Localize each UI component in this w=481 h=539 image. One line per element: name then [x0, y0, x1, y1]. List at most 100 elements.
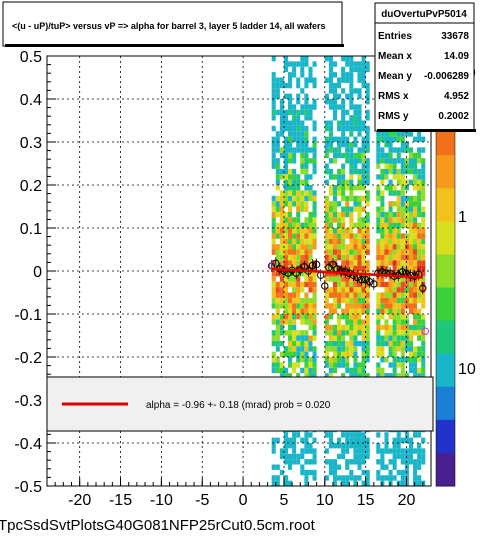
heatmap-cell: [288, 136, 293, 142]
heatmap-cell: [365, 346, 370, 352]
heatmap-cell: [283, 61, 289, 67]
heatmap-cell: [353, 125, 358, 132]
heatmap-cell: [357, 308, 362, 314]
heatmap-cell: [292, 292, 297, 298]
heatmap-cell: [361, 158, 366, 164]
heatmap-cell: [353, 276, 358, 282]
heatmap-cell: [312, 330, 317, 336]
heatmap-cell: [396, 136, 401, 142]
heatmap-cell: [413, 195, 418, 202]
heatmap-cell: [404, 201, 409, 207]
heatmap-cell: [300, 179, 305, 185]
heatmap-cell: [304, 228, 309, 234]
heatmap-cell: [353, 222, 358, 228]
heatmap-cell: [353, 480, 358, 486]
heatmap-cell: [296, 179, 301, 185]
heatmap-cell: [292, 308, 297, 314]
y-tick-label: -0.4: [14, 436, 42, 453]
heatmap-cell: [353, 330, 358, 336]
heatmap-cell: [283, 437, 289, 443]
profile-point: [312, 260, 321, 269]
heatmap-cell: [345, 303, 350, 309]
heatmap-cell: [341, 475, 346, 481]
heatmap-cell: [384, 443, 389, 449]
heatmap-cell: [404, 437, 409, 443]
heatmap-cell: [396, 308, 401, 314]
heatmap-cell: [283, 330, 289, 336]
heatmap-cell: [417, 324, 422, 331]
heatmap-cell: [271, 475, 276, 481]
heatmap-cell: [345, 254, 350, 261]
heatmap-cell: [388, 292, 393, 298]
heatmap-cell: [292, 367, 297, 374]
heatmap-cell: [288, 217, 293, 223]
heatmap-cell: [380, 351, 385, 357]
heatmap-cell: [392, 340, 397, 347]
heatmap-cell: [332, 475, 338, 481]
heatmap-cell: [388, 211, 393, 218]
stats-value: -0.006289: [424, 71, 469, 82]
heatmap-cell: [396, 217, 401, 223]
legend-text: alpha = -0.96 +- 0.18 (mrad) prob = 0.02…: [146, 400, 331, 411]
heatmap-cell: [312, 362, 317, 368]
heatmap-cell: [349, 319, 354, 325]
palette-swatch: [436, 254, 455, 289]
heatmap-cell: [296, 281, 301, 288]
heatmap-cell: [328, 432, 333, 438]
heatmap-cell: [388, 185, 393, 191]
heatmap-cell: [408, 168, 414, 175]
heatmap-cell: [349, 340, 354, 347]
heatmap-cell: [332, 464, 338, 470]
heatmap-cell: [396, 340, 401, 347]
heatmap-cell: [380, 168, 385, 175]
heatmap-cell: [279, 190, 284, 196]
heatmap-cell: [361, 174, 366, 180]
heatmap-cell: [408, 362, 414, 368]
heatmap-cell: [357, 104, 362, 110]
heatmap-cell: [324, 319, 329, 325]
heatmap-cell: [396, 222, 401, 228]
heatmap-cell: [400, 163, 405, 169]
heatmap-cell: [388, 346, 393, 352]
heatmap-cell: [304, 195, 309, 202]
heatmap-cell: [384, 233, 389, 239]
heatmap-cell: [417, 228, 422, 234]
heatmap-cell: [413, 168, 418, 175]
heatmap-cell: [300, 453, 305, 460]
stats-value: 0.2002: [438, 111, 469, 122]
heatmap-cell: [396, 453, 401, 460]
heatmap-cell: [376, 147, 381, 153]
heatmap-cell: [353, 265, 358, 271]
heatmap-cell: [396, 346, 401, 352]
heatmap-cell: [337, 314, 342, 320]
heatmap-cell: [328, 271, 333, 277]
heatmap-cell: [357, 303, 362, 309]
heatmap-cell: [296, 61, 301, 67]
heatmap-cell: [388, 147, 393, 153]
heatmap-cell: [292, 276, 297, 282]
heatmap-cell: [328, 367, 333, 374]
heatmap-cell: [400, 469, 405, 476]
heatmap-cell: [376, 265, 381, 271]
heatmap-cell: [283, 292, 289, 298]
heatmap-cell: [421, 228, 426, 234]
heatmap-cell: [353, 351, 358, 357]
heatmap-cell: [361, 469, 366, 476]
heatmap-cell: [388, 163, 393, 169]
heatmap-cell: [288, 190, 293, 196]
heatmap-cell: [296, 297, 301, 304]
heatmap-cell: [376, 362, 381, 368]
heatmap-cell: [337, 346, 342, 352]
heatmap-cell: [345, 201, 350, 207]
heatmap-cell: [312, 61, 317, 67]
heatmap-cell: [332, 362, 338, 368]
heatmap-cell: [417, 174, 422, 180]
heatmap-cell: [304, 158, 309, 164]
heatmap-cell: [404, 271, 409, 277]
heatmap-cell: [283, 93, 289, 99]
heatmap-cell: [296, 276, 301, 282]
heatmap-cell: [388, 131, 393, 137]
heatmap-cell: [380, 303, 385, 309]
heatmap-cell: [332, 367, 338, 374]
heatmap-cell: [296, 287, 301, 293]
